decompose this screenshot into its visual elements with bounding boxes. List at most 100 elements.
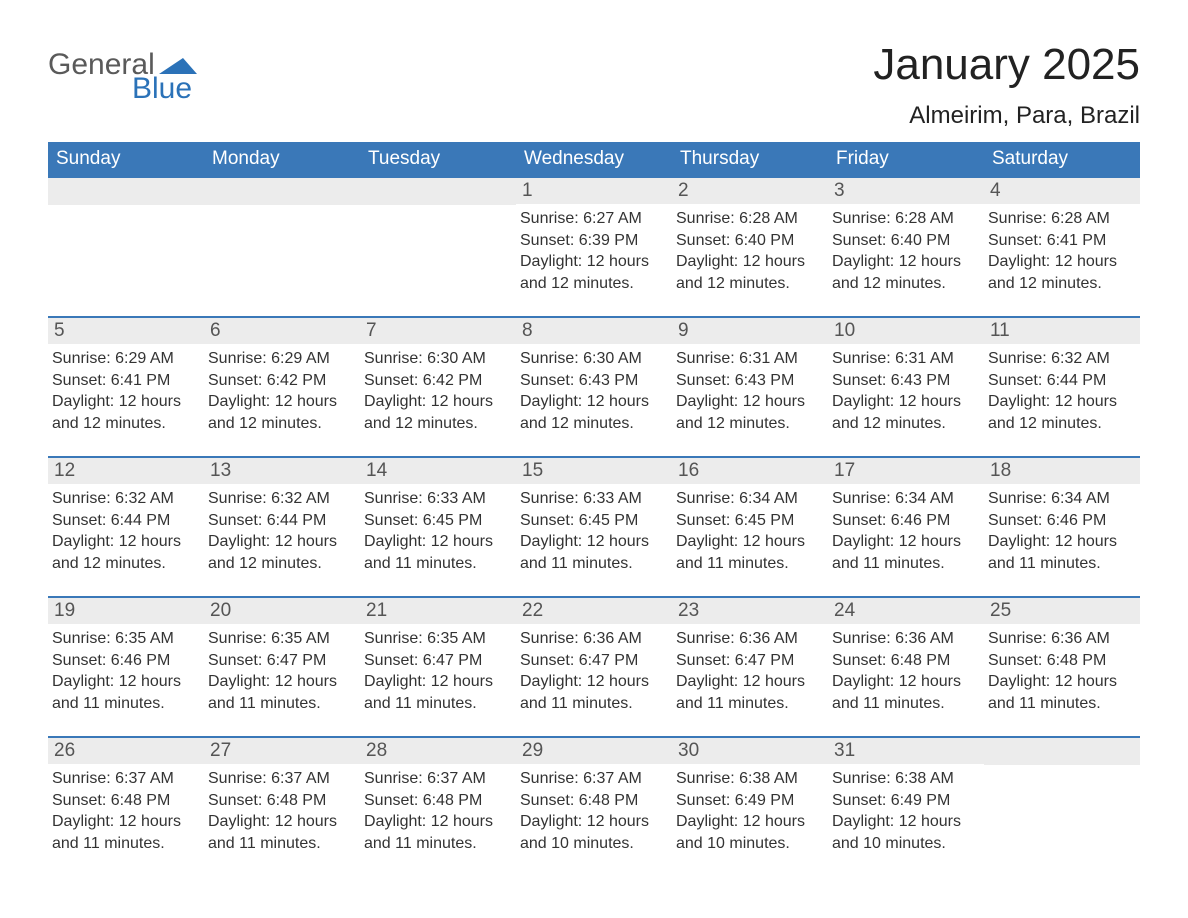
day-body: Sunrise: 6:32 AMSunset: 6:44 PMDaylight:… xyxy=(48,484,204,584)
header: General Blue January 2025 Almeirim, Para… xyxy=(48,40,1140,130)
sunset-line: Sunset: 6:46 PM xyxy=(832,510,980,532)
day-cell: 13Sunrise: 6:32 AMSunset: 6:44 PMDayligh… xyxy=(204,458,360,596)
day-cell: 1 Sunrise: 6:27 AMSunset: 6:39 PMDaylight… xyxy=(516,178,672,316)
sunrise-line: Sunrise: 6:37 AM xyxy=(364,768,512,790)
sunrise-line: Sunrise: 6:37 AM xyxy=(520,768,668,790)
weeks-container: 1Sunrise: 6:27 AMSunset: 6:39 PMDaylight… xyxy=(48,176,1140,876)
day-body: Sunrise: 6:34 AMSunset: 6:46 PMDaylight:… xyxy=(828,484,984,584)
sunset-line: Sunset: 6:39 PM xyxy=(520,230,668,252)
weekday-cell: Sunday xyxy=(48,142,204,176)
sunset-line: Sunset: 6:43 PM xyxy=(832,370,980,392)
sunrise-line: Sunrise: 6:36 AM xyxy=(832,628,980,650)
sunset-line: Sunset: 6:47 PM xyxy=(676,650,824,672)
sunrise-line: Sunrise: 6:28 AM xyxy=(988,208,1136,230)
weekday-cell: Wednesday xyxy=(516,142,672,176)
weekday-cell: Monday xyxy=(204,142,360,176)
daylight-line: Daylight: 12 hours and 12 minutes. xyxy=(520,251,668,294)
day-cell: 12Sunrise: 6:32 AMSunset: 6:44 PMDayligh… xyxy=(48,458,204,596)
sunrise-line: Sunrise: 6:35 AM xyxy=(52,628,200,650)
daylight-line: Daylight: 12 hours and 12 minutes. xyxy=(208,531,356,574)
sunrise-line: Sunrise: 6:35 AM xyxy=(208,628,356,650)
sunset-line: Sunset: 6:48 PM xyxy=(832,650,980,672)
day-body: Sunrise: 6:35 AMSunset: 6:46 PMDaylight:… xyxy=(48,624,204,724)
day-number: 28 xyxy=(360,738,516,764)
daylight-line: Daylight: 12 hours and 11 minutes. xyxy=(832,531,980,574)
day-cell: 8Sunrise: 6:30 AMSunset: 6:43 PMDaylight… xyxy=(516,318,672,456)
day-number: 15 xyxy=(516,458,672,484)
daylight-line: Daylight: 12 hours and 11 minutes. xyxy=(364,811,512,854)
day-number: 17 xyxy=(828,458,984,484)
daylight-line: Daylight: 12 hours and 12 minutes. xyxy=(832,391,980,434)
day-cell: 23Sunrise: 6:36 AMSunset: 6:47 PMDayligh… xyxy=(672,598,828,736)
day-number: 27 xyxy=(204,738,360,764)
daylight-line: Daylight: 12 hours and 11 minutes. xyxy=(52,811,200,854)
day-body: Sunrise: 6:30 AMSunset: 6:43 PMDaylight:… xyxy=(516,344,672,444)
day-number: 4 xyxy=(984,178,1140,204)
sunset-line: Sunset: 6:42 PM xyxy=(364,370,512,392)
day-cell: 16Sunrise: 6:34 AMSunset: 6:45 PMDayligh… xyxy=(672,458,828,596)
day-number: 1 xyxy=(516,178,672,204)
title-block: January 2025 Almeirim, Para, Brazil xyxy=(873,40,1140,130)
day-number: 22 xyxy=(516,598,672,624)
sunrise-line: Sunrise: 6:29 AM xyxy=(52,348,200,370)
daylight-line: Daylight: 12 hours and 11 minutes. xyxy=(676,531,824,574)
day-number: 31 xyxy=(828,738,984,764)
day-body: Sunrise: 6:33 AMSunset: 6:45 PMDaylight:… xyxy=(516,484,672,584)
sunrise-line: Sunrise: 6:27 AM xyxy=(520,208,668,230)
logo: General Blue xyxy=(48,50,197,104)
day-body: Sunrise: 6:30 AMSunset: 6:42 PMDaylight:… xyxy=(360,344,516,444)
day-body: Sunrise: 6:32 AMSunset: 6:44 PMDaylight:… xyxy=(984,344,1140,444)
day-cell: 22Sunrise: 6:36 AMSunset: 6:47 PMDayligh… xyxy=(516,598,672,736)
day-body: Sunrise: 6:38 AMSunset: 6:49 PMDaylight:… xyxy=(672,764,828,864)
day-cell: 30Sunrise: 6:38 AMSunset: 6:49 PMDayligh… xyxy=(672,738,828,876)
day-cell xyxy=(48,178,204,316)
sunset-line: Sunset: 6:43 PM xyxy=(676,370,824,392)
day-number: 21 xyxy=(360,598,516,624)
daylight-line: Daylight: 12 hours and 11 minutes. xyxy=(520,671,668,714)
day-number: 30 xyxy=(672,738,828,764)
sunset-line: Sunset: 6:41 PM xyxy=(52,370,200,392)
day-cell: 15Sunrise: 6:33 AMSunset: 6:45 PMDayligh… xyxy=(516,458,672,596)
sunset-line: Sunset: 6:45 PM xyxy=(364,510,512,532)
day-number: 5 xyxy=(48,318,204,344)
day-number: 11 xyxy=(984,318,1140,344)
sunrise-line: Sunrise: 6:38 AM xyxy=(676,768,824,790)
sunrise-line: Sunrise: 6:38 AM xyxy=(832,768,980,790)
day-body: Sunrise: 6:36 AMSunset: 6:47 PMDaylight:… xyxy=(516,624,672,724)
day-number: 14 xyxy=(360,458,516,484)
day-empty xyxy=(360,178,516,205)
sunrise-line: Sunrise: 6:31 AM xyxy=(832,348,980,370)
sunset-line: Sunset: 6:49 PM xyxy=(676,790,824,812)
day-number: 12 xyxy=(48,458,204,484)
day-body: Sunrise: 6:32 AMSunset: 6:44 PMDaylight:… xyxy=(204,484,360,584)
sunrise-line: Sunrise: 6:33 AM xyxy=(364,488,512,510)
day-cell: 26Sunrise: 6:37 AMSunset: 6:48 PMDayligh… xyxy=(48,738,204,876)
sunset-line: Sunset: 6:46 PM xyxy=(988,510,1136,532)
day-number: 3 xyxy=(828,178,984,204)
calendar: SundayMondayTuesdayWednesdayThursdayFrid… xyxy=(48,142,1140,876)
weekday-header-row: SundayMondayTuesdayWednesdayThursdayFrid… xyxy=(48,142,1140,176)
daylight-line: Daylight: 12 hours and 12 minutes. xyxy=(52,531,200,574)
daylight-line: Daylight: 12 hours and 12 minutes. xyxy=(832,251,980,294)
daylight-line: Daylight: 12 hours and 11 minutes. xyxy=(988,531,1136,574)
week-row: 19Sunrise: 6:35 AMSunset: 6:46 PMDayligh… xyxy=(48,596,1140,736)
day-cell: 20Sunrise: 6:35 AMSunset: 6:47 PMDayligh… xyxy=(204,598,360,736)
daylight-line: Daylight: 12 hours and 12 minutes. xyxy=(364,391,512,434)
sunrise-line: Sunrise: 6:34 AM xyxy=(832,488,980,510)
day-body: Sunrise: 6:37 AMSunset: 6:48 PMDaylight:… xyxy=(360,764,516,864)
day-body: Sunrise: 6:36 AMSunset: 6:48 PMDaylight:… xyxy=(828,624,984,724)
day-cell: 25Sunrise: 6:36 AMSunset: 6:48 PMDayligh… xyxy=(984,598,1140,736)
day-number: 6 xyxy=(204,318,360,344)
daylight-line: Daylight: 12 hours and 11 minutes. xyxy=(520,531,668,574)
daylight-line: Daylight: 12 hours and 11 minutes. xyxy=(364,531,512,574)
day-body: Sunrise: 6:35 AMSunset: 6:47 PMDaylight:… xyxy=(204,624,360,724)
day-number: 2 xyxy=(672,178,828,204)
sunset-line: Sunset: 6:40 PM xyxy=(676,230,824,252)
day-body: Sunrise: 6:34 AMSunset: 6:46 PMDaylight:… xyxy=(984,484,1140,584)
day-body: Sunrise: 6:31 AMSunset: 6:43 PMDaylight:… xyxy=(828,344,984,444)
location: Almeirim, Para, Brazil xyxy=(873,102,1140,130)
sunset-line: Sunset: 6:46 PM xyxy=(52,650,200,672)
sunrise-line: Sunrise: 6:35 AM xyxy=(364,628,512,650)
sunset-line: Sunset: 6:44 PM xyxy=(52,510,200,532)
sunrise-line: Sunrise: 6:34 AM xyxy=(676,488,824,510)
